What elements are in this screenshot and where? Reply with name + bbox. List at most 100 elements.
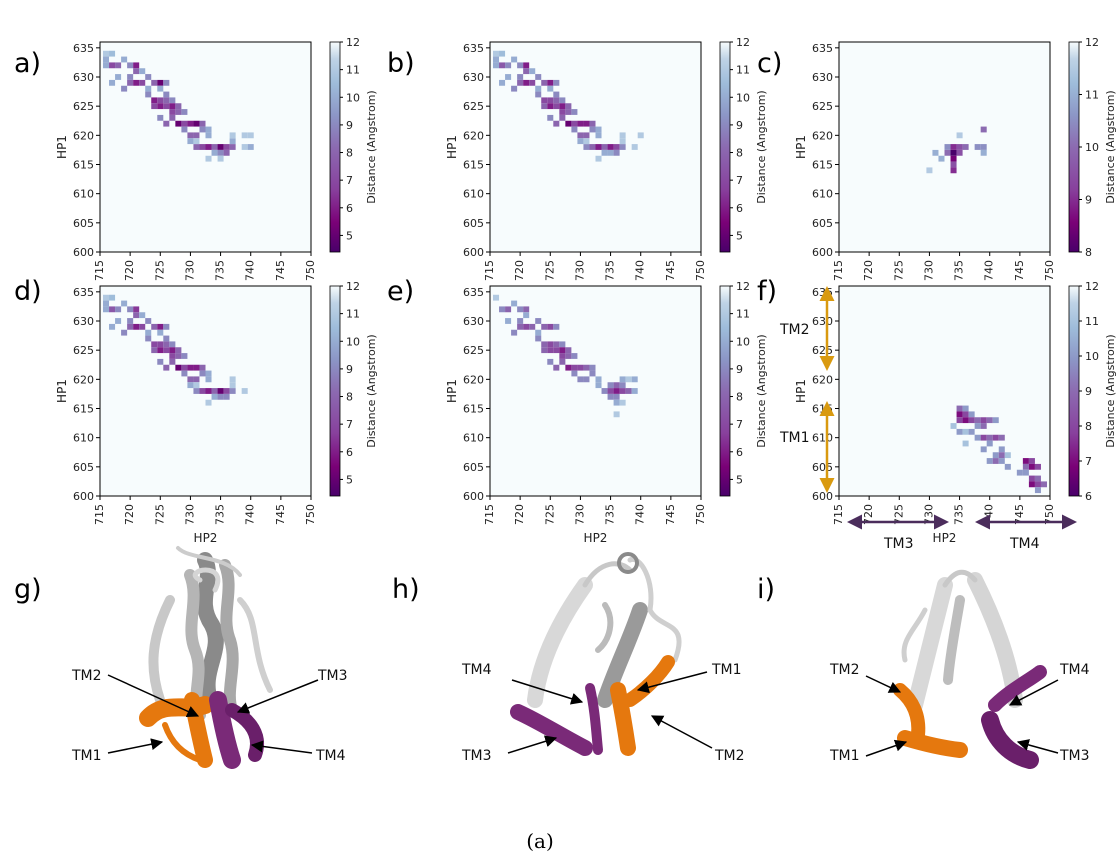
heatmap-cell [950,155,957,162]
heatmap-cell [139,68,146,75]
heatmap-cell [127,62,134,69]
heatmap-cell [607,388,614,394]
x-tick-label: 735 [604,504,617,525]
heatmap-cell [980,423,987,429]
heatmap-cell [613,399,620,406]
heatmap-cell [619,399,626,406]
heatmap-cell [619,376,626,383]
colorbar-label: Distance (Angstrom) [1104,334,1117,447]
colorbar [329,285,341,497]
heatmap-cell [619,132,626,139]
y-tick-label: 600 [73,490,94,503]
heatmap-cell [187,364,194,371]
heatmap-cell [601,388,608,394]
x-axis-label: HP2 [584,531,608,545]
heatmap-cell [595,132,602,139]
heatmap-cell [619,388,626,394]
y-tick-label: 635 [73,286,94,299]
heatmap-cell [133,79,140,86]
heatmap-cell [565,353,572,359]
y-tick-label: 615 [812,403,833,416]
colorbar-tick-label: 7 [736,418,743,431]
heatmap-cell [992,458,999,464]
heatmap-cell [163,79,170,86]
y-axis-label: HP1 [794,135,808,159]
heatmap-cell [211,388,218,394]
heatmap-cell [499,306,506,313]
heatmap-cell [583,144,590,150]
label-tm1-i: TM1 [829,748,860,764]
x-tick-label: 715 [832,260,845,281]
y-tick-label: 605 [463,217,484,230]
y-tick-label: 605 [812,217,833,230]
y-tick-label: 600 [463,246,484,259]
heatmap-cell [109,79,116,86]
heatmap-cell [229,132,236,139]
heatmap-cell [547,79,554,86]
heatmap-cell [121,329,128,336]
heatmap-cell [571,353,578,359]
label-tm1-g: TM1 [71,748,102,764]
heatmap-cell [145,329,152,336]
x-tick-label: 745 [274,260,287,281]
panel-label-c: c) [757,48,782,79]
heatmap-cell [577,376,584,383]
colorbar-tick-label: 8 [1085,246,1092,259]
y-tick-label: 620 [812,373,833,386]
heatmap-cell [193,138,200,145]
heatmap-cell [944,149,951,156]
heatmap-cell [613,149,620,156]
colorbar [1068,285,1080,497]
heatmap-cell [517,306,524,313]
heatmap-cell [493,294,500,301]
heatmap-cell [553,91,560,98]
heatmap-cell [625,388,632,394]
x-tick-label: 725 [543,260,556,281]
heatmap-cell [133,306,140,313]
y-tick-label: 600 [812,246,833,259]
x-tick-label: 715 [93,260,106,281]
y-tick-label: 620 [463,373,484,386]
heatmap-cell [163,335,170,342]
x-tick-label: 725 [543,504,556,525]
colorbar-label: Distance (Angstrom) [365,90,378,203]
x-tick-label: 720 [513,504,526,525]
y-tick-label: 610 [73,188,94,201]
y-tick-label: 610 [463,432,484,445]
heatmap-cell [133,62,140,69]
heatmap-cell [115,306,122,313]
label-tm1-h: TM1 [711,662,742,678]
heatmap-cell [559,358,566,365]
heatmap-cell [511,300,518,307]
heatmap-cell [139,323,146,330]
heatmap-cell [547,114,554,121]
heatmap-cell [577,120,584,127]
heatmap-cell [547,358,554,365]
heatmap-cell [607,149,614,156]
y-tick-label: 600 [73,246,94,259]
heatmap-cell [139,79,146,86]
heatmap-background [839,286,1050,496]
heatmap-cell [103,306,110,313]
heatmap-cell [962,144,969,150]
heatmap-d: 715 720 725 730 735 740 745 7506006056106156206… [55,280,378,545]
heatmap-cell [589,126,596,133]
heatmap-cell [613,382,620,389]
heatmap-cell [1016,469,1023,476]
heatmap-cell [565,364,572,371]
heatmap-cell [121,85,128,92]
tm2-axis-label: TM2 [779,322,810,338]
colorbar-label: Distance (Angstrom) [755,334,768,447]
heatmap-cell [151,97,158,104]
heatmap-cell [541,347,548,354]
heatmap-cell [607,144,614,150]
heatmap-cell [241,132,248,139]
heatmap-cell [559,109,566,115]
panel-label-b: b) [387,48,415,79]
heatmap-cell [229,382,236,389]
heatmap-cell [613,393,620,400]
x-tick-label: 725 [892,260,905,281]
heatmap-cell [175,353,182,359]
tm1-axis-label: TM1 [779,430,810,446]
